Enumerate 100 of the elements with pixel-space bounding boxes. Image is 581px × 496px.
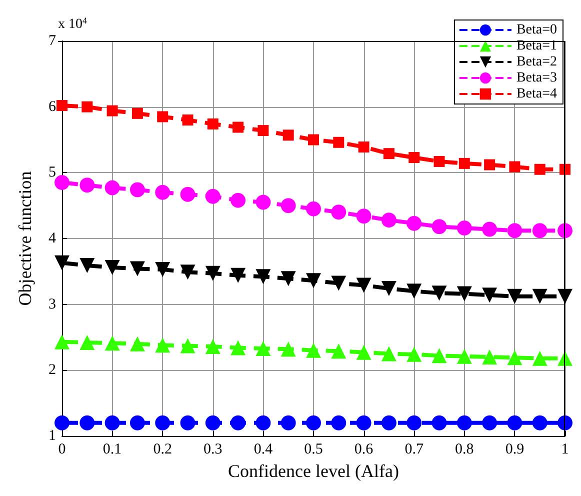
point (534, 164, 546, 175)
point (155, 415, 170, 430)
point (432, 415, 447, 430)
point (306, 273, 321, 288)
point (456, 220, 472, 236)
point (232, 122, 244, 133)
point (356, 208, 372, 224)
point (80, 178, 95, 193)
point (482, 288, 498, 303)
point (482, 222, 498, 237)
point (205, 188, 220, 204)
point (205, 266, 220, 281)
point (230, 192, 246, 208)
point (180, 264, 196, 280)
point (560, 164, 570, 175)
point (482, 350, 498, 364)
y-tick-label: 4 (48, 230, 56, 246)
point (80, 335, 95, 350)
point (280, 271, 296, 286)
point (509, 161, 520, 172)
point (558, 223, 572, 238)
point (282, 130, 294, 141)
x-tick-label: 0.3 (204, 442, 222, 458)
point (205, 415, 220, 430)
point (104, 260, 120, 275)
point (306, 415, 321, 430)
point (356, 415, 372, 430)
point (104, 415, 120, 430)
point (331, 344, 346, 359)
point (306, 201, 321, 216)
point (180, 415, 196, 430)
point (54, 334, 70, 350)
point (130, 336, 145, 352)
point (434, 156, 445, 167)
point (104, 336, 120, 351)
point (358, 141, 370, 152)
point (381, 346, 396, 362)
point (182, 114, 194, 126)
y-tick-label: 1 (48, 428, 56, 444)
point (558, 415, 572, 430)
point (230, 268, 246, 283)
point (207, 118, 218, 130)
point (482, 415, 498, 430)
point (155, 184, 170, 200)
point (432, 286, 447, 301)
point (280, 342, 296, 357)
point (356, 278, 372, 293)
point (130, 261, 145, 276)
point (308, 134, 319, 146)
y-tick-label: 3 (48, 296, 56, 312)
point (54, 415, 70, 430)
point (256, 269, 271, 284)
point (54, 175, 70, 190)
point (280, 198, 296, 214)
point (432, 348, 447, 364)
point (258, 125, 269, 136)
x-tick-label: 0.9 (505, 442, 524, 458)
legend-label: Beta=3 (516, 70, 558, 86)
point (54, 255, 70, 270)
x-tick-label: 1 (561, 442, 569, 458)
point (406, 415, 422, 430)
point (381, 415, 396, 430)
point (256, 194, 271, 210)
point (456, 286, 472, 302)
point (406, 216, 422, 231)
point (155, 262, 170, 277)
point (406, 284, 422, 299)
point (408, 152, 420, 164)
point (104, 180, 120, 196)
point (456, 348, 472, 364)
point (432, 219, 447, 234)
point (106, 105, 118, 116)
x-tick-label: 0 (58, 442, 66, 458)
point (56, 100, 68, 112)
point (157, 111, 168, 122)
point (507, 288, 522, 304)
x-tick-label: 0.1 (102, 442, 122, 458)
point (381, 212, 396, 228)
point (80, 258, 95, 273)
point (130, 182, 145, 198)
x-tick-label: 0.2 (153, 442, 172, 458)
point (82, 101, 93, 112)
point (180, 186, 196, 202)
point (458, 158, 470, 169)
point (532, 415, 548, 430)
point (507, 223, 522, 238)
x-tick-label: 0.8 (455, 442, 474, 458)
point (180, 338, 196, 354)
x-tick-label: 0.5 (304, 442, 323, 458)
point (256, 340, 271, 356)
point (256, 415, 271, 430)
legend-label: Beta=0 (516, 22, 558, 38)
point (484, 159, 496, 170)
point (331, 276, 346, 291)
point (331, 415, 346, 430)
point (230, 415, 246, 430)
y-tick-label: 7 (48, 33, 56, 49)
point (280, 415, 296, 430)
legend-label: Beta=4 (516, 86, 558, 102)
point (383, 148, 394, 160)
